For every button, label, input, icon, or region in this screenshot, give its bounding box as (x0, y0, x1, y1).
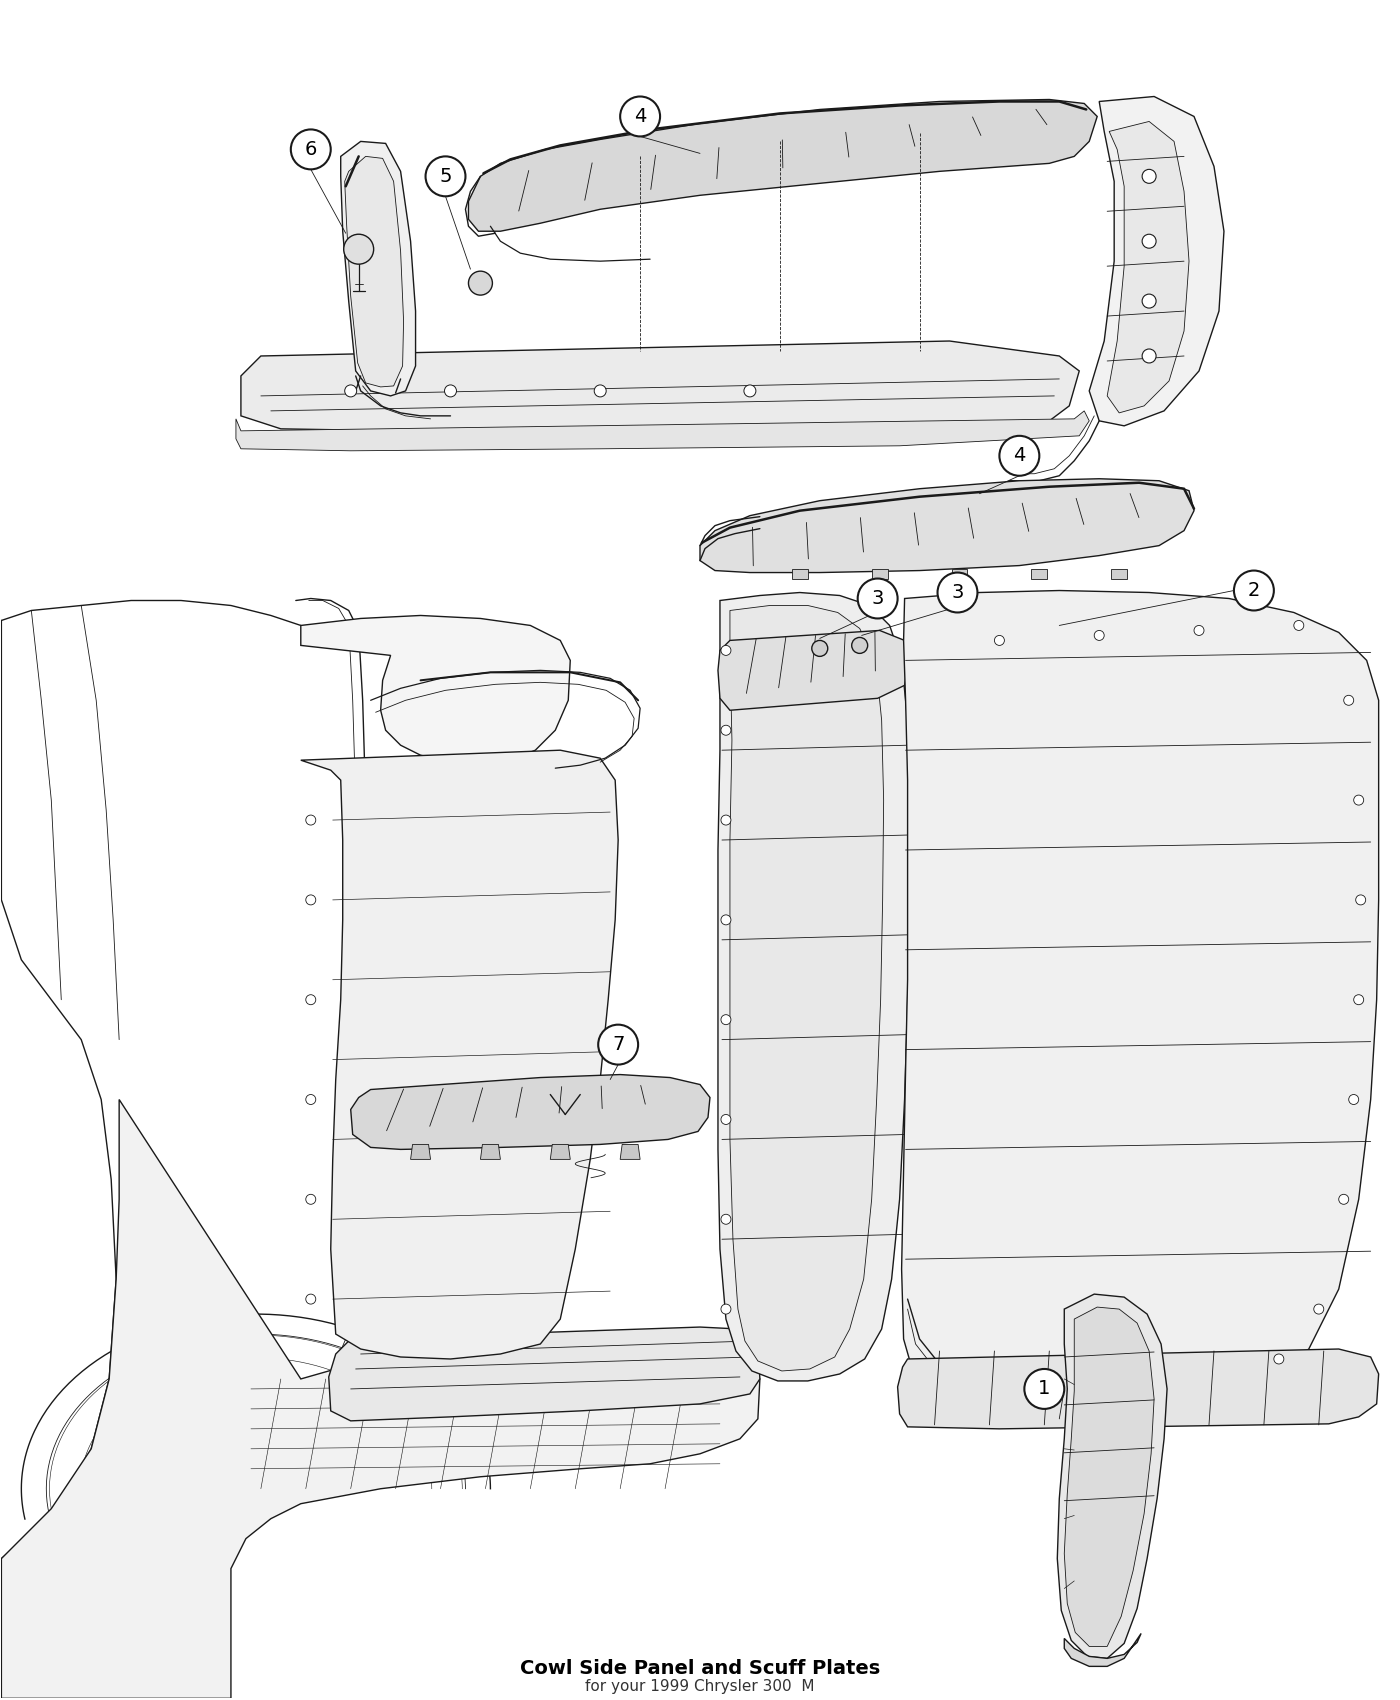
Polygon shape (718, 631, 907, 711)
Circle shape (594, 384, 606, 396)
Circle shape (1355, 894, 1365, 904)
Circle shape (1142, 170, 1156, 184)
Circle shape (1142, 235, 1156, 248)
Circle shape (721, 814, 731, 824)
Polygon shape (480, 1144, 500, 1159)
Polygon shape (344, 156, 403, 388)
Polygon shape (1, 1100, 760, 1698)
Polygon shape (1107, 121, 1189, 413)
Polygon shape (700, 479, 1194, 573)
Circle shape (1354, 994, 1364, 1005)
Text: 5: 5 (440, 167, 452, 185)
Circle shape (1095, 631, 1105, 641)
Text: 3: 3 (871, 588, 883, 609)
Text: 3: 3 (952, 583, 963, 602)
Text: 4: 4 (634, 107, 647, 126)
Text: 6: 6 (305, 139, 316, 158)
Circle shape (721, 646, 731, 656)
Polygon shape (410, 1144, 431, 1159)
Polygon shape (902, 590, 1379, 1399)
Circle shape (1348, 1095, 1358, 1105)
Polygon shape (340, 141, 416, 396)
Polygon shape (350, 1074, 710, 1149)
Circle shape (858, 578, 897, 619)
Circle shape (1354, 796, 1364, 806)
Circle shape (1142, 294, 1156, 308)
Text: 7: 7 (612, 1035, 624, 1054)
Polygon shape (1112, 568, 1127, 578)
Circle shape (426, 156, 465, 196)
Circle shape (1025, 1368, 1064, 1409)
Text: 4: 4 (1014, 447, 1026, 466)
Polygon shape (237, 411, 1089, 450)
Polygon shape (301, 615, 570, 765)
Circle shape (305, 1195, 316, 1204)
Polygon shape (550, 1144, 570, 1159)
Circle shape (721, 726, 731, 734)
Circle shape (305, 1095, 316, 1105)
Circle shape (721, 1115, 731, 1124)
Polygon shape (1064, 1307, 1154, 1646)
Circle shape (721, 915, 731, 925)
Polygon shape (1032, 568, 1047, 578)
Polygon shape (241, 342, 1079, 430)
Circle shape (469, 272, 493, 296)
Polygon shape (329, 1328, 760, 1421)
Text: 1: 1 (1039, 1379, 1050, 1399)
Circle shape (620, 97, 659, 136)
Circle shape (851, 638, 868, 653)
Circle shape (1344, 695, 1354, 706)
Circle shape (598, 1025, 638, 1064)
Circle shape (344, 384, 357, 396)
Polygon shape (1057, 1294, 1168, 1659)
Circle shape (1233, 571, 1274, 610)
Circle shape (1000, 435, 1039, 476)
Polygon shape (469, 100, 1098, 231)
Circle shape (1274, 1353, 1284, 1363)
Circle shape (1194, 626, 1204, 636)
Circle shape (721, 1304, 731, 1314)
Text: for your 1999 Chrysler 300  M: for your 1999 Chrysler 300 M (585, 1680, 815, 1693)
Circle shape (1142, 348, 1156, 364)
Polygon shape (620, 1144, 640, 1159)
Circle shape (305, 1294, 316, 1304)
Circle shape (291, 129, 330, 170)
Polygon shape (1064, 1634, 1141, 1666)
Circle shape (351, 241, 365, 257)
Circle shape (1294, 620, 1303, 631)
Circle shape (721, 1214, 731, 1224)
Circle shape (344, 235, 374, 264)
Circle shape (812, 641, 827, 656)
Polygon shape (792, 568, 808, 578)
Circle shape (305, 994, 316, 1005)
Circle shape (994, 636, 1004, 646)
Text: Cowl Side Panel and Scuff Plates: Cowl Side Panel and Scuff Plates (519, 1659, 881, 1678)
Polygon shape (718, 593, 910, 1380)
Polygon shape (729, 605, 883, 1370)
Circle shape (1338, 1195, 1348, 1204)
Circle shape (445, 384, 456, 396)
Polygon shape (1089, 97, 1224, 425)
Circle shape (743, 384, 756, 396)
Circle shape (938, 573, 977, 612)
Polygon shape (952, 568, 967, 578)
Circle shape (305, 894, 316, 904)
Text: 2: 2 (1247, 581, 1260, 600)
Polygon shape (301, 750, 619, 1358)
Circle shape (305, 814, 316, 824)
Circle shape (721, 1015, 731, 1025)
Circle shape (476, 279, 486, 287)
Circle shape (1313, 1304, 1324, 1314)
Polygon shape (872, 568, 888, 578)
Polygon shape (897, 1350, 1379, 1428)
